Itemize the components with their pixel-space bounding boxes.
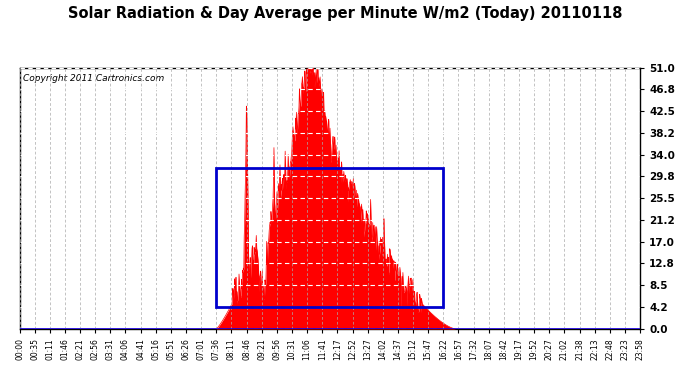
Text: Copyright 2011 Cartronics.com: Copyright 2011 Cartronics.com: [23, 74, 164, 83]
Bar: [216, 168, 443, 308]
Text: Solar Radiation & Day Average per Minute W/m2 (Today) 20110118: Solar Radiation & Day Average per Minute…: [68, 6, 622, 21]
